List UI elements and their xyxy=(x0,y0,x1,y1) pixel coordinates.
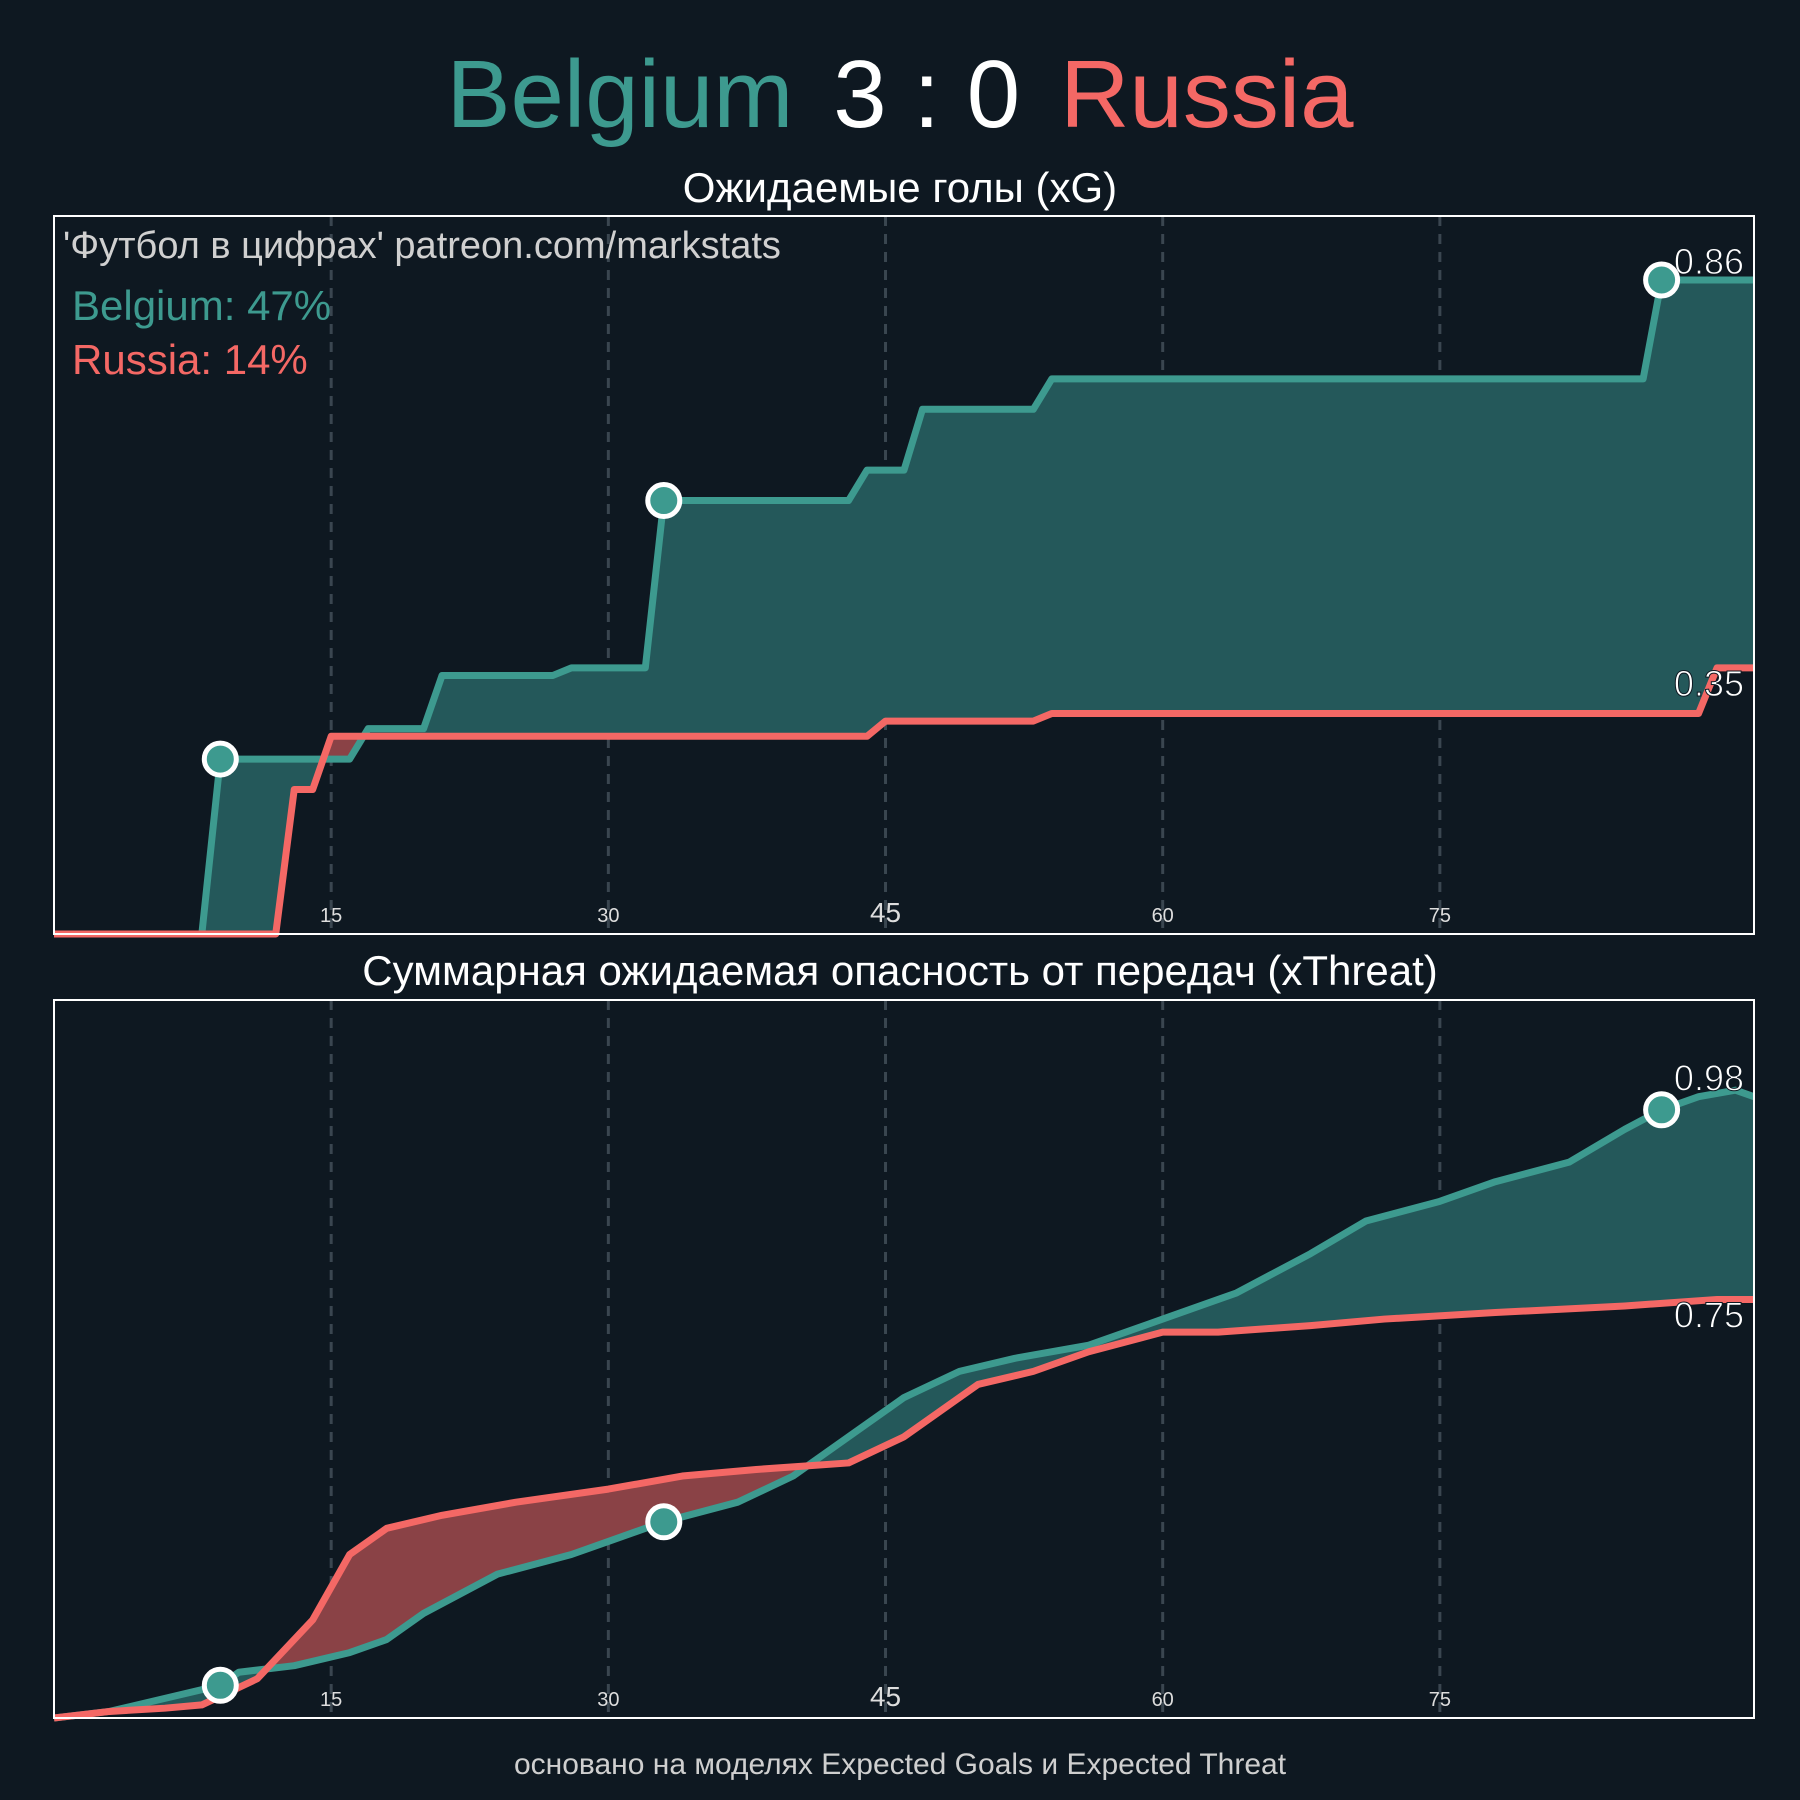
x-tick-label: 45 xyxy=(870,1681,901,1712)
away-end-label: 0.75 xyxy=(1674,1294,1744,1335)
home-advantage-fill xyxy=(54,749,327,934)
away-advantage-fill xyxy=(326,736,364,760)
x-tick-label: 75 xyxy=(1429,905,1451,927)
home-advantage-fill xyxy=(811,1090,1754,1466)
goal-marker xyxy=(645,482,683,520)
match-title: Belgium 3 : 0 Russia xyxy=(0,30,1800,160)
goal-marker xyxy=(201,740,239,778)
goal-marker xyxy=(201,1666,239,1704)
watermark: 'Футбол в цифрах' patreon.com/markstats xyxy=(63,225,781,267)
x-tick-label: 45 xyxy=(870,897,901,928)
x-tick-label: 75 xyxy=(1429,1689,1451,1711)
away-series-line xyxy=(53,1295,1754,1722)
goal-marker xyxy=(645,1503,683,1541)
legend-away-probability: Russia: 14% xyxy=(72,336,308,383)
panel-title: Ожидаемые голы (xG) xyxy=(683,164,1117,211)
legend-home-probability: Belgium: 47% xyxy=(72,282,331,329)
x-tick-label: 30 xyxy=(597,905,619,927)
home-series-line xyxy=(53,1086,1756,1722)
x-tick-label: 60 xyxy=(1152,1689,1174,1711)
panel-title: Суммарная ожидаемая опасность от передач… xyxy=(362,947,1438,994)
goal-marker xyxy=(1643,261,1681,299)
x-tick-label: 60 xyxy=(1152,905,1174,927)
home-end-label: 0.98 xyxy=(1674,1058,1744,1099)
xthreat-panel: Суммарная ожидаемая опасность от передач… xyxy=(53,947,1756,1722)
footnote: основано на моделях Expected Goals и Exp… xyxy=(514,1748,1287,1781)
home-team-name: Belgium xyxy=(446,41,794,148)
away-end-label: 0.35 xyxy=(1674,663,1744,704)
away-team-name: Russia xyxy=(1060,41,1354,148)
plot-frame xyxy=(53,999,1755,1719)
match-score: 3 : 0 xyxy=(833,41,1021,148)
xg-panel: Ожидаемые голы (xG) 15 30 45 60 75 0.86 0.35 xyxy=(53,164,1755,938)
goal-marker xyxy=(1643,1091,1681,1129)
x-tick-label: 30 xyxy=(597,1689,619,1711)
home-series-line xyxy=(54,276,1754,938)
plot-frame xyxy=(53,215,1755,935)
x-tick-label: 15 xyxy=(320,905,342,927)
x-tick-label: 15 xyxy=(320,1689,342,1711)
home-end-label: 0.86 xyxy=(1674,241,1744,282)
away-series-line xyxy=(54,664,1754,938)
home-advantage-fill xyxy=(363,280,1754,737)
